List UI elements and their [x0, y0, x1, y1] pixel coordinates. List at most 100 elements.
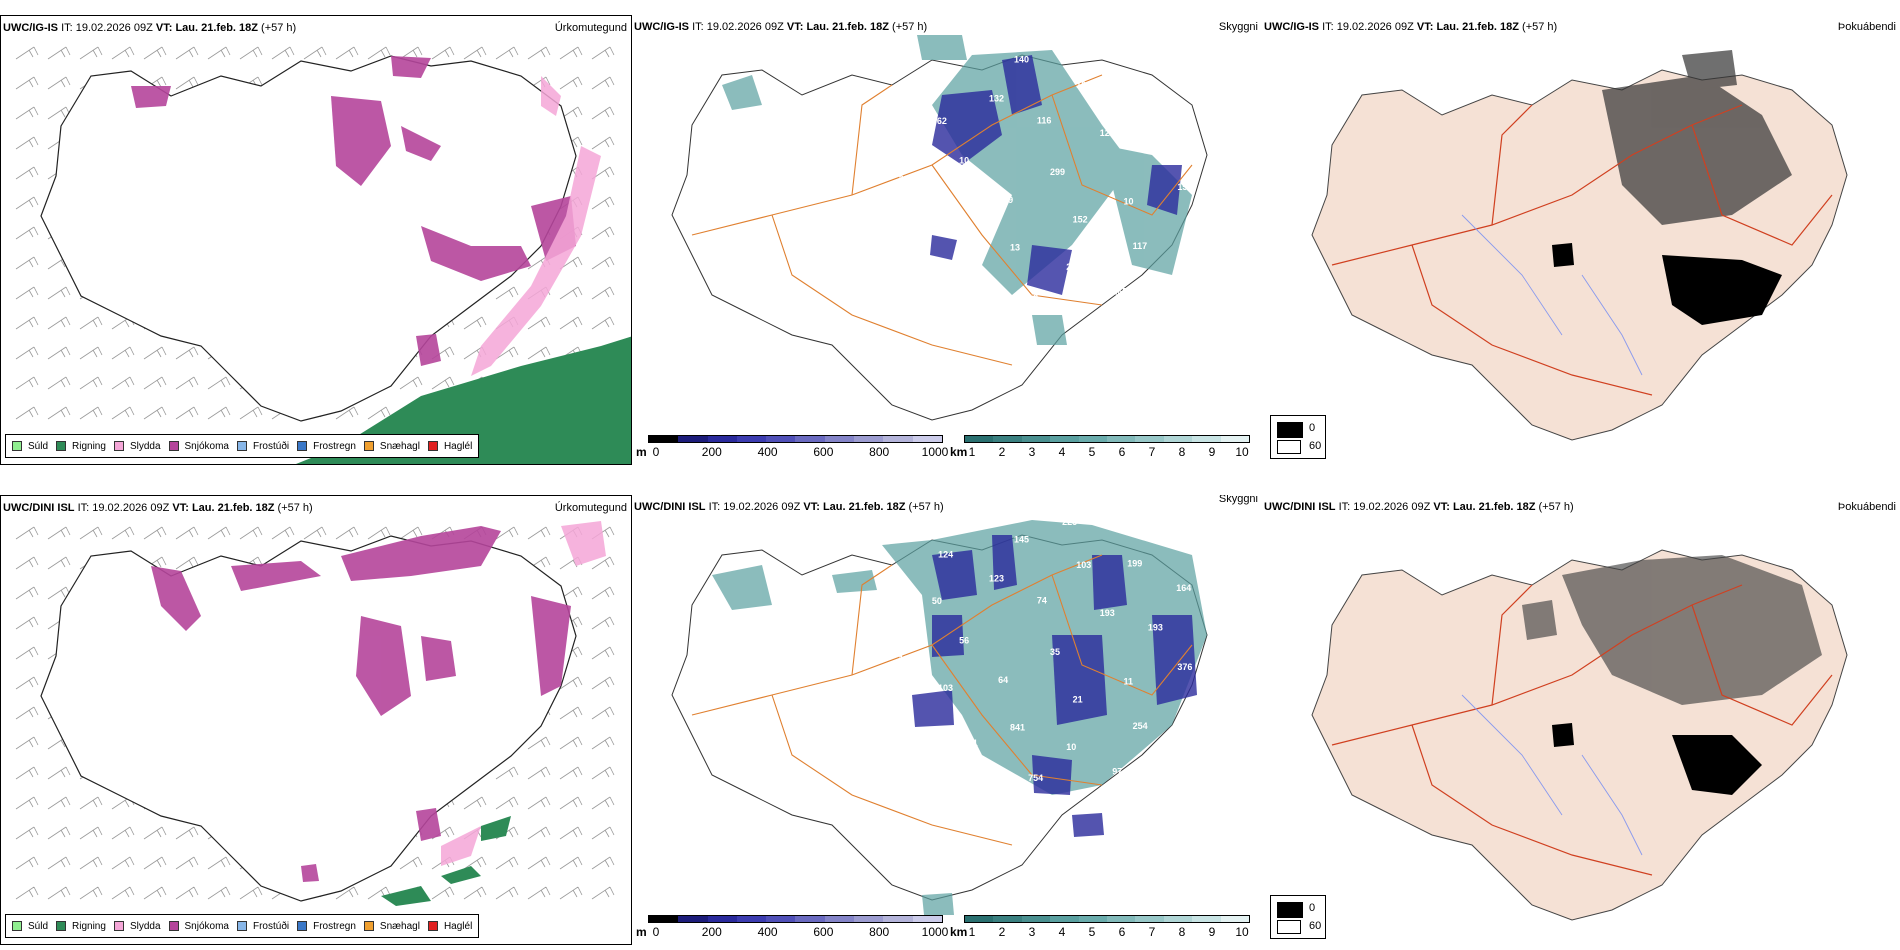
wind-barb [15, 226, 39, 240]
fog-key: 0 60 [1270, 895, 1326, 939]
visibility-value-label: 123 [989, 574, 1004, 584]
wind-barb [15, 616, 39, 630]
wind-barb [559, 286, 583, 300]
scale-tick-label: 200 [701, 925, 722, 939]
wind-barb [239, 526, 263, 540]
visibility-value-label: 35 [1050, 647, 1060, 657]
visibility-value-label: 165 [1112, 287, 1127, 297]
legend-item: Snjókoma [168, 441, 229, 452]
wind-barb [15, 886, 39, 900]
visibility-value-label: 45 [973, 304, 983, 314]
wind-barb [527, 346, 551, 360]
wind-barb [335, 46, 359, 60]
visibility-value-label: 103 [1076, 560, 1091, 570]
scale-color-step [1021, 436, 1051, 442]
wind-barb [47, 76, 71, 90]
visibility-labels: 299 109 116 152 10 12 13 132 10 88 106 28 362 253 250 1… [880, 37, 1192, 314]
visibility-value-label: 132 [989, 94, 1004, 104]
scale-tick-label: 7 [1148, 445, 1156, 459]
precip-legend: Súld Rigning Slydda Snjókoma Frostúði Frostre… [5, 914, 480, 938]
visibility-value-label: 10 [1066, 742, 1076, 752]
scale-color-step [854, 436, 884, 442]
visibility-value-label: 103 [938, 683, 953, 693]
wind-barb [15, 106, 39, 120]
fog-key-black [1277, 422, 1303, 438]
wind-barb [15, 526, 39, 540]
panel-header: UWC/IG-IS IT: 19.02.2026 09Z VT: Lau. 21… [3, 22, 297, 34]
wind-barb [367, 406, 391, 420]
visibility-labels: 35 64 74 21 56 193 841 123 11 103 103 10 50 193 151 145… [868, 517, 1194, 794]
scale-color-step [824, 436, 855, 442]
wind-barb [15, 76, 39, 90]
wind-barb [399, 526, 423, 540]
wind-barb [559, 736, 583, 750]
scale-color-step [649, 916, 679, 922]
scale-color-step [824, 916, 855, 922]
legend-label: Súld [28, 920, 49, 932]
wind-barb [15, 46, 39, 60]
scale-tick-label: 5 [1088, 445, 1096, 459]
wind-barb [239, 886, 263, 900]
scale-tick-label: 1000 [921, 445, 949, 459]
wind-barb [175, 346, 199, 360]
wind-barb [15, 136, 39, 150]
fog-shading [1602, 50, 1792, 225]
wind-barb [591, 796, 615, 810]
fog-panel-row2: UWC/DINI ISL IT: 19.02.2026 09Z VT: Lau.… [1262, 495, 1900, 945]
wind-barb [431, 376, 455, 390]
wind-barb [591, 736, 615, 750]
wind-barb [15, 316, 39, 330]
scale-color-step [1107, 436, 1136, 442]
scale-tick-label: 2 [998, 925, 1006, 939]
wind-barb [591, 256, 615, 270]
wind-barb [111, 526, 135, 540]
wind-barb [239, 46, 263, 60]
wind-barb [495, 766, 519, 780]
legend-swatch [12, 441, 22, 451]
visibility-value-label: 83 [880, 607, 890, 617]
wind-barb [495, 526, 519, 540]
legend-label: Frostregn [313, 440, 356, 452]
panel-name: Þokuábendi [1837, 21, 1896, 33]
panel-name: Þokuábendi [1837, 501, 1896, 513]
visibility-value-label: 199 [1127, 559, 1142, 569]
wind-barb [367, 46, 391, 60]
scale-tick-label: 8 [1178, 445, 1186, 459]
wind-barb [591, 616, 615, 630]
wind-barb [559, 826, 583, 840]
legend-item: Rigning [56, 921, 106, 932]
wind-barb [207, 856, 231, 870]
scale-color-step [1192, 916, 1221, 922]
rain-areas [381, 816, 511, 906]
legend-label: Haglél [443, 440, 473, 452]
visibility-value-label: 116 [1037, 115, 1052, 125]
precip-map [15, 521, 615, 906]
scale-color-step [736, 436, 767, 442]
wind-barb [335, 886, 359, 900]
wind-barb [15, 286, 39, 300]
wind-barb [79, 526, 103, 540]
visibility-value-label: 70 [972, 517, 982, 527]
roads [691, 74, 1193, 366]
legend-item: Haglél [427, 921, 472, 932]
visibility-map: 299 109 116 152 10 12 13 132 10 88 106 28 362 253 250 1… [671, 35, 1208, 421]
visibility-value-label: 13 [1010, 242, 1020, 252]
wind-barb [207, 46, 231, 60]
wind-barb [111, 346, 135, 360]
scale-color-step [1050, 916, 1079, 922]
wind-barb [495, 346, 519, 360]
scale-tick-label: 600 [813, 925, 834, 939]
legend-swatch [168, 921, 179, 931]
wind-barb [175, 526, 199, 540]
wind-barb [591, 196, 615, 210]
scale-color-step [912, 436, 942, 442]
wind-barb [47, 376, 71, 390]
visibility-value-label: 154 [1177, 182, 1192, 192]
scale-color-step [736, 916, 767, 922]
scale-tick-label: 0 [652, 445, 660, 459]
legend-item: Súld [12, 441, 48, 452]
legend-swatch [297, 441, 308, 451]
wind-barb [591, 286, 615, 300]
wind-barb [79, 346, 103, 360]
fog-key-black [1277, 902, 1303, 918]
